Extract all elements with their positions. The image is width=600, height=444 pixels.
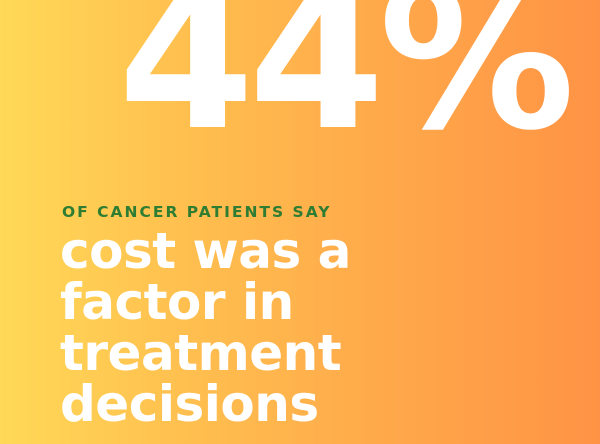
stat-headline: cost was a factor in treatment decisions (60, 226, 351, 430)
headline-line: decisions (60, 375, 319, 433)
headline-line: cost was a (60, 222, 351, 280)
stat-percentage: 44% (118, 0, 575, 174)
headline-line: treatment (60, 324, 342, 382)
headline-line: factor in (60, 273, 294, 331)
stat-kicker: OF CANCER PATIENTS SAY (62, 203, 332, 221)
